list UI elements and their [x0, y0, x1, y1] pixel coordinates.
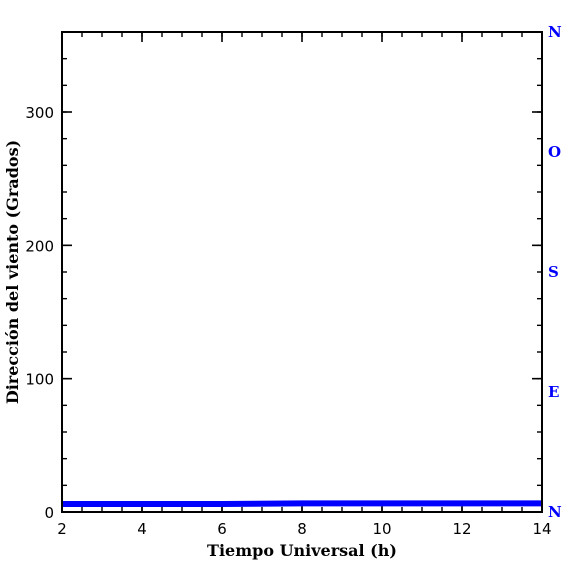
direction-label: O	[548, 143, 561, 161]
y-tick-label: 200	[25, 237, 54, 255]
x-tick-label: 10	[372, 520, 391, 538]
direction-label: N	[548, 23, 562, 41]
direction-label: S	[548, 263, 559, 281]
y-tick-label: 100	[25, 371, 54, 389]
series-line	[62, 500, 542, 507]
x-tick-label: 2	[57, 520, 67, 538]
direction-label: N	[548, 503, 562, 521]
direction-label: E	[548, 383, 559, 401]
minor-ticks	[61, 31, 543, 513]
x-tick-label: 12	[452, 520, 471, 538]
right-direction-labels: N E S O N	[548, 23, 562, 521]
major-ticks	[61, 32, 543, 513]
x-tick-labels: 2 4 6 8 10 12 14	[57, 520, 551, 538]
x-tick-label: 4	[137, 520, 147, 538]
x-axis-title: Tiempo Universal (h)	[207, 541, 397, 560]
x-tick-label: 14	[532, 520, 551, 538]
y-tick-label: 300	[25, 104, 54, 122]
x-tick-label: 8	[297, 520, 307, 538]
y-tick-labels: 0 100 200 300	[25, 104, 54, 522]
series-layer	[62, 500, 542, 507]
x-tick-label: 6	[217, 520, 227, 538]
y-axis-title: Dirección del viento (Grados)	[3, 140, 22, 404]
y-tick-label: 0	[44, 504, 54, 522]
plot-frame	[61, 31, 543, 513]
